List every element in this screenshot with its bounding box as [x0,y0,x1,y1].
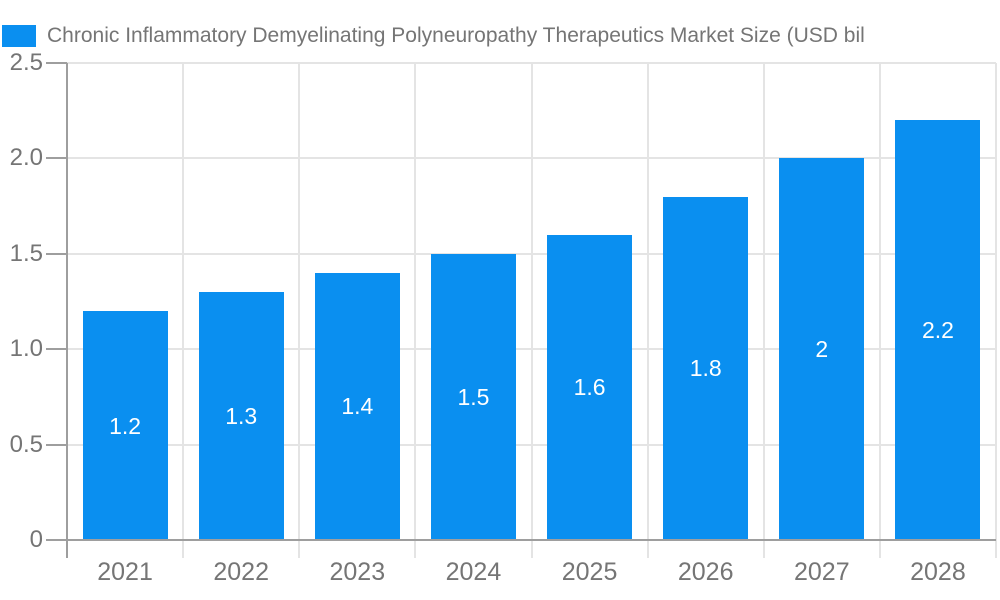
x-gridline [646,63,649,558]
bar [779,158,865,540]
x-gridline [762,63,765,558]
bar [198,291,284,540]
x-gridline [414,63,417,558]
x-tick-label: 2026 [677,558,734,586]
x-axis-line [46,539,996,541]
bar-value-label: 2.2 [921,317,954,344]
y-tick-label: 0 [29,526,43,553]
bar [82,311,168,540]
x-tick-label: 2025 [561,558,618,586]
y-tick-mark [46,62,67,64]
x-tick-label: 2023 [329,558,386,586]
bar [663,196,749,540]
y-tick-mark [46,443,67,446]
bar-value-label: 1.3 [225,402,258,429]
y-tick-label: 2.5 [9,49,43,76]
bar-value-label: 1.2 [109,412,142,439]
y-tick-mark [46,157,67,160]
y-tick-label: 0.5 [9,430,43,458]
x-gridline [182,63,185,558]
x-gridline [298,63,301,558]
y-tick-mark [46,348,67,351]
bar-value-label: 1.6 [573,374,606,401]
bar-value-label: 1.4 [341,393,374,420]
x-tick-label: 2028 [910,558,966,586]
bar-value-label: 2 [815,336,829,363]
x-gridline [530,63,533,558]
x-tick-label: 2024 [445,558,502,586]
y-tick-label: 1.0 [9,335,43,363]
x-tick-label: 2021 [97,558,153,586]
y-tick-mark [46,252,67,255]
x-tick-label: 2027 [794,558,850,586]
legend-swatch [2,25,36,47]
x-tick-label: 2022 [213,558,269,586]
y-tick-label: 2.0 [9,144,43,172]
bar [895,120,981,540]
y-tick-label: 1.5 [9,239,43,267]
chart-header: Chronic Inflammatory Demyelinating Polyn… [2,23,1000,49]
y-axis-line [66,63,68,558]
x-gridline [995,63,997,558]
bar [430,253,516,540]
bar-value-label: 1.5 [457,383,490,410]
bar [314,272,400,540]
chart-title: Chronic Inflammatory Demyelinating Polyn… [47,24,865,47]
x-gridline [878,63,881,558]
bar-value-label: 1.8 [689,355,722,382]
bar [547,234,633,540]
